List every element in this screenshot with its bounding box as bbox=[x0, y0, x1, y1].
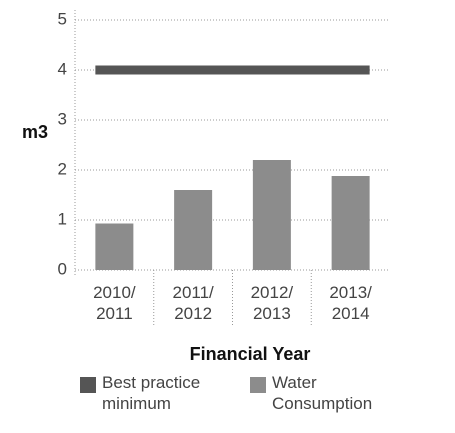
bar bbox=[174, 190, 213, 270]
x-tick-label: 2010/ 2011 bbox=[93, 283, 136, 323]
y-tick-label: 0 bbox=[58, 259, 67, 278]
x-tick-label: 2012/ 2013 bbox=[250, 283, 294, 323]
legend-swatch bbox=[250, 377, 266, 393]
legend-label: Best practice minimum bbox=[102, 373, 201, 413]
x-tick-label: 2013/ 2014 bbox=[329, 283, 372, 323]
y-tick-label: 3 bbox=[58, 109, 67, 128]
y-tick-label: 4 bbox=[58, 59, 67, 78]
y-tick-label: 1 bbox=[58, 209, 67, 228]
y-axis-label: m3 bbox=[22, 122, 48, 142]
x-axis-label: Financial Year bbox=[190, 344, 311, 364]
y-tick-label: 2 bbox=[58, 159, 67, 178]
x-tick-label: 2011/ 2012 bbox=[172, 283, 214, 323]
y-tick-label: 5 bbox=[58, 9, 67, 28]
bar bbox=[252, 160, 291, 270]
legend-label: Water Consumption bbox=[272, 373, 373, 413]
bar bbox=[331, 176, 370, 270]
legend-swatch bbox=[80, 377, 96, 393]
bar bbox=[95, 223, 134, 270]
